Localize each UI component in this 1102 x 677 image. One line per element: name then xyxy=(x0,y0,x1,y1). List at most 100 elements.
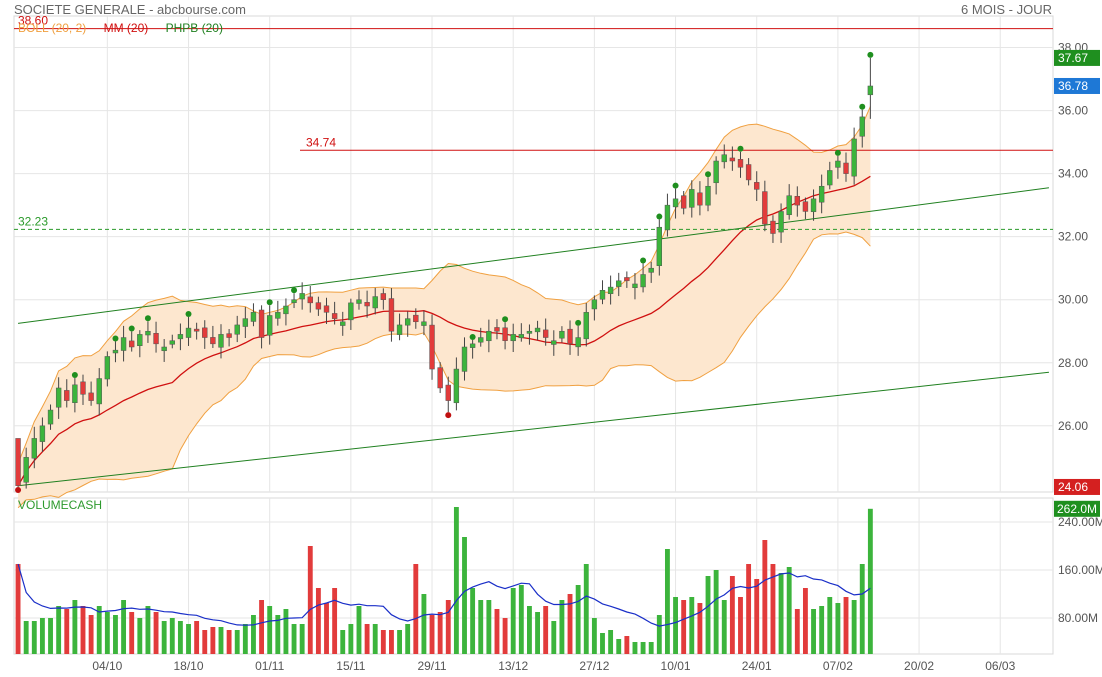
candle-body xyxy=(445,384,451,401)
volume-bar xyxy=(721,600,727,654)
candle-body xyxy=(202,327,208,338)
candle-body xyxy=(380,293,387,300)
candle-body xyxy=(307,296,313,304)
volume-bar xyxy=(96,606,102,654)
volume-tick-label: 240.00M xyxy=(1058,515,1102,529)
candle-body xyxy=(88,392,94,401)
candle-body xyxy=(851,138,857,177)
candle-body xyxy=(640,274,646,288)
candle-body xyxy=(867,85,874,96)
moving-average-20 xyxy=(17,175,871,487)
high-marker xyxy=(867,51,874,58)
legend-ma: MM (20) xyxy=(103,21,149,35)
candle-body xyxy=(372,296,378,309)
volume-bar xyxy=(202,630,208,654)
volume-bar xyxy=(307,546,313,654)
volume-bar xyxy=(583,564,589,654)
candle-body xyxy=(413,314,419,323)
volume-bar xyxy=(251,615,256,654)
volume-bar xyxy=(23,621,29,654)
candle-body xyxy=(754,182,760,190)
volume-bar xyxy=(486,600,492,654)
volume-bar xyxy=(121,600,127,654)
volume-bar xyxy=(851,600,857,654)
candle-body xyxy=(331,313,338,319)
volume-bar xyxy=(242,624,248,654)
volume-bar xyxy=(681,600,687,654)
candle-body xyxy=(518,334,525,339)
axis-badge-bg xyxy=(1054,49,1100,66)
volume-bar xyxy=(551,621,557,654)
candle-body xyxy=(161,346,167,352)
candle-body xyxy=(315,302,322,310)
volume-bar xyxy=(299,624,305,654)
candle-body xyxy=(680,195,687,209)
high-marker xyxy=(144,315,151,322)
legend-boll: BOLL (20, 2) xyxy=(18,21,87,35)
candle-body xyxy=(72,384,78,403)
candle-body xyxy=(185,327,192,338)
candle-body xyxy=(348,302,354,321)
candle-body xyxy=(291,299,297,303)
volume-bar xyxy=(356,606,362,654)
volume-bar xyxy=(543,606,549,654)
candle-body xyxy=(697,192,703,206)
candle-body xyxy=(31,438,37,459)
volume-bar xyxy=(153,612,159,654)
candle-body xyxy=(242,318,249,327)
channel-line-0 xyxy=(17,187,1050,324)
candle-body xyxy=(567,328,573,345)
volume-bar xyxy=(226,630,232,654)
volume-bar xyxy=(72,600,78,654)
volume-bar xyxy=(510,588,516,654)
x-tick-label: 04/10 xyxy=(92,659,122,673)
volume-bar xyxy=(324,603,329,654)
candle-body xyxy=(120,337,127,351)
candle-body xyxy=(469,343,476,348)
candle-body xyxy=(267,315,273,336)
high-marker xyxy=(656,213,663,220)
candle-body xyxy=(193,328,200,332)
candle-body xyxy=(843,162,849,174)
volume-bar xyxy=(234,630,240,654)
volume-bar xyxy=(616,639,622,654)
high-marker xyxy=(737,145,744,152)
volume-bar xyxy=(770,564,776,654)
candle-body xyxy=(802,201,809,212)
price-tick-label: 30.00 xyxy=(1058,293,1088,307)
candle-body xyxy=(542,329,549,338)
candle-body xyxy=(632,283,638,288)
volume-bar xyxy=(738,597,743,654)
candle-body xyxy=(835,160,841,168)
volume-bar xyxy=(145,606,151,654)
candle-body xyxy=(404,318,411,326)
volume-bar xyxy=(397,630,403,654)
volume-bar xyxy=(194,621,200,654)
candle-body xyxy=(486,330,492,342)
low-marker xyxy=(15,486,22,493)
volume-bar xyxy=(713,570,719,654)
volume-bar xyxy=(746,564,752,654)
price-tick-label: 28.00 xyxy=(1058,356,1088,370)
candle-body xyxy=(794,195,800,206)
volume-bar xyxy=(567,594,573,654)
volume-bar xyxy=(364,624,370,654)
price-panel-frame xyxy=(13,15,1054,493)
volume-bar xyxy=(413,564,419,654)
volume-bar xyxy=(778,573,784,654)
volume-bar xyxy=(494,609,500,654)
volume-bar xyxy=(859,564,865,654)
candle-body xyxy=(664,204,671,231)
candle-body xyxy=(778,211,784,233)
volume-bar xyxy=(632,642,638,654)
candle-body xyxy=(283,305,289,315)
channel-line-1 xyxy=(18,371,1049,487)
bollinger-lower xyxy=(17,231,871,509)
x-tick-label: 07/02 xyxy=(823,659,853,673)
volume-bar xyxy=(380,630,386,654)
chart-title: SOCIETE GENERALE - abcbourse.com xyxy=(14,2,246,17)
candle-body xyxy=(745,164,752,181)
x-tick-label: 15/11 xyxy=(336,659,365,673)
candle-body xyxy=(689,189,695,208)
volume-bar xyxy=(161,621,167,654)
